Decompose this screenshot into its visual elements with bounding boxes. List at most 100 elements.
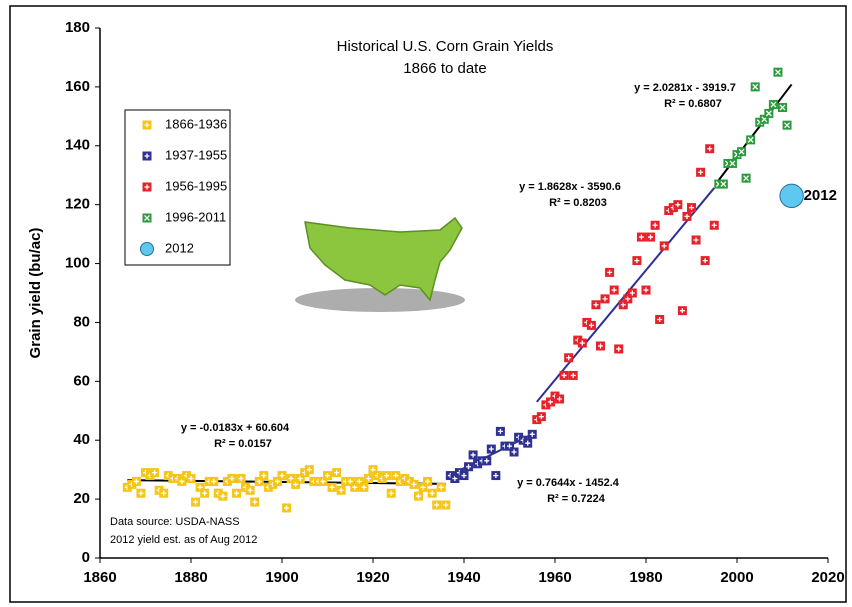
point-glyph — [193, 499, 199, 505]
point — [250, 497, 260, 507]
point — [136, 488, 146, 498]
point-glyph — [220, 493, 226, 499]
point — [618, 300, 628, 310]
point — [450, 474, 460, 483]
point-glyph — [765, 110, 772, 117]
point — [691, 235, 701, 245]
point — [627, 288, 637, 298]
point — [677, 306, 687, 316]
point — [142, 213, 152, 223]
point — [186, 474, 196, 483]
point — [345, 476, 355, 486]
point — [600, 294, 610, 304]
point — [623, 294, 633, 304]
point — [218, 491, 228, 501]
point-glyph — [611, 287, 617, 293]
point-glyph — [752, 83, 759, 90]
point-glyph — [238, 476, 244, 481]
point — [596, 341, 605, 351]
x-tick-label: 2020 — [811, 569, 844, 586]
y-tick-label: 100 — [65, 255, 90, 272]
data-note: 2012 yield est. as of Aug 2012 — [110, 534, 257, 546]
point-glyph — [429, 490, 435, 496]
point-glyph — [370, 467, 376, 473]
point — [464, 462, 474, 472]
point-glyph — [138, 490, 144, 496]
point-glyph — [779, 104, 786, 111]
point-glyph — [211, 478, 217, 484]
point — [782, 120, 792, 130]
point-glyph — [547, 399, 553, 405]
point — [418, 482, 428, 492]
point-glyph — [293, 481, 299, 487]
point-glyph — [620, 302, 626, 308]
point — [559, 370, 569, 380]
point — [332, 468, 342, 478]
point — [245, 485, 255, 495]
point — [227, 474, 237, 483]
y-tick-label: 60 — [73, 372, 90, 389]
point — [259, 471, 269, 481]
point-circle — [140, 242, 154, 256]
point — [505, 441, 514, 451]
point — [459, 471, 469, 481]
point — [646, 232, 656, 242]
point — [641, 285, 651, 295]
point-glyph — [202, 490, 208, 496]
point — [159, 488, 169, 498]
point-glyph — [347, 478, 353, 484]
point — [700, 256, 710, 266]
point — [236, 474, 246, 483]
point-glyph — [643, 287, 649, 293]
point-glyph — [229, 476, 235, 481]
trend-r2: R² = 0.0157 — [214, 438, 272, 450]
point-glyph — [579, 340, 585, 346]
point-glyph — [616, 346, 622, 352]
point-glyph — [774, 69, 781, 76]
trend-r2: R² = 0.8203 — [549, 197, 607, 209]
y-tick-label: 20 — [73, 490, 90, 507]
point — [486, 444, 496, 454]
y-tick-label: 80 — [73, 313, 90, 330]
point-glyph — [144, 184, 150, 190]
x-tick-label: 1940 — [447, 569, 480, 586]
point-glyph — [702, 258, 708, 264]
y-tick-label: 40 — [73, 431, 90, 448]
point-glyph — [274, 478, 280, 484]
point-glyph — [561, 372, 567, 378]
point — [142, 182, 152, 192]
point-glyph — [784, 122, 791, 129]
point — [741, 173, 751, 183]
point-glyph — [288, 476, 294, 481]
point-glyph — [566, 355, 572, 361]
point — [737, 147, 747, 157]
x-tick-label: 1920 — [356, 569, 389, 586]
point — [386, 488, 396, 498]
point-glyph — [334, 470, 340, 476]
point-glyph — [634, 258, 640, 264]
point — [614, 344, 624, 354]
point-glyph — [443, 502, 449, 508]
point-glyph — [234, 490, 239, 496]
point-glyph — [420, 484, 426, 490]
point-glyph — [661, 243, 667, 249]
point — [142, 151, 152, 161]
point-glyph — [438, 484, 444, 490]
point-glyph — [197, 484, 203, 490]
map-icon — [295, 216, 465, 312]
point — [632, 256, 642, 266]
point — [523, 438, 533, 448]
point — [363, 474, 373, 483]
point — [286, 474, 296, 483]
point-glyph — [684, 213, 690, 219]
legend-label: 1956-1995 — [165, 178, 227, 193]
point — [495, 426, 505, 436]
point — [195, 482, 205, 492]
point-glyph — [365, 476, 371, 481]
point — [368, 465, 378, 475]
point — [568, 370, 578, 380]
point — [232, 488, 241, 498]
point — [655, 315, 665, 324]
point-glyph — [675, 202, 681, 208]
point — [746, 135, 756, 145]
